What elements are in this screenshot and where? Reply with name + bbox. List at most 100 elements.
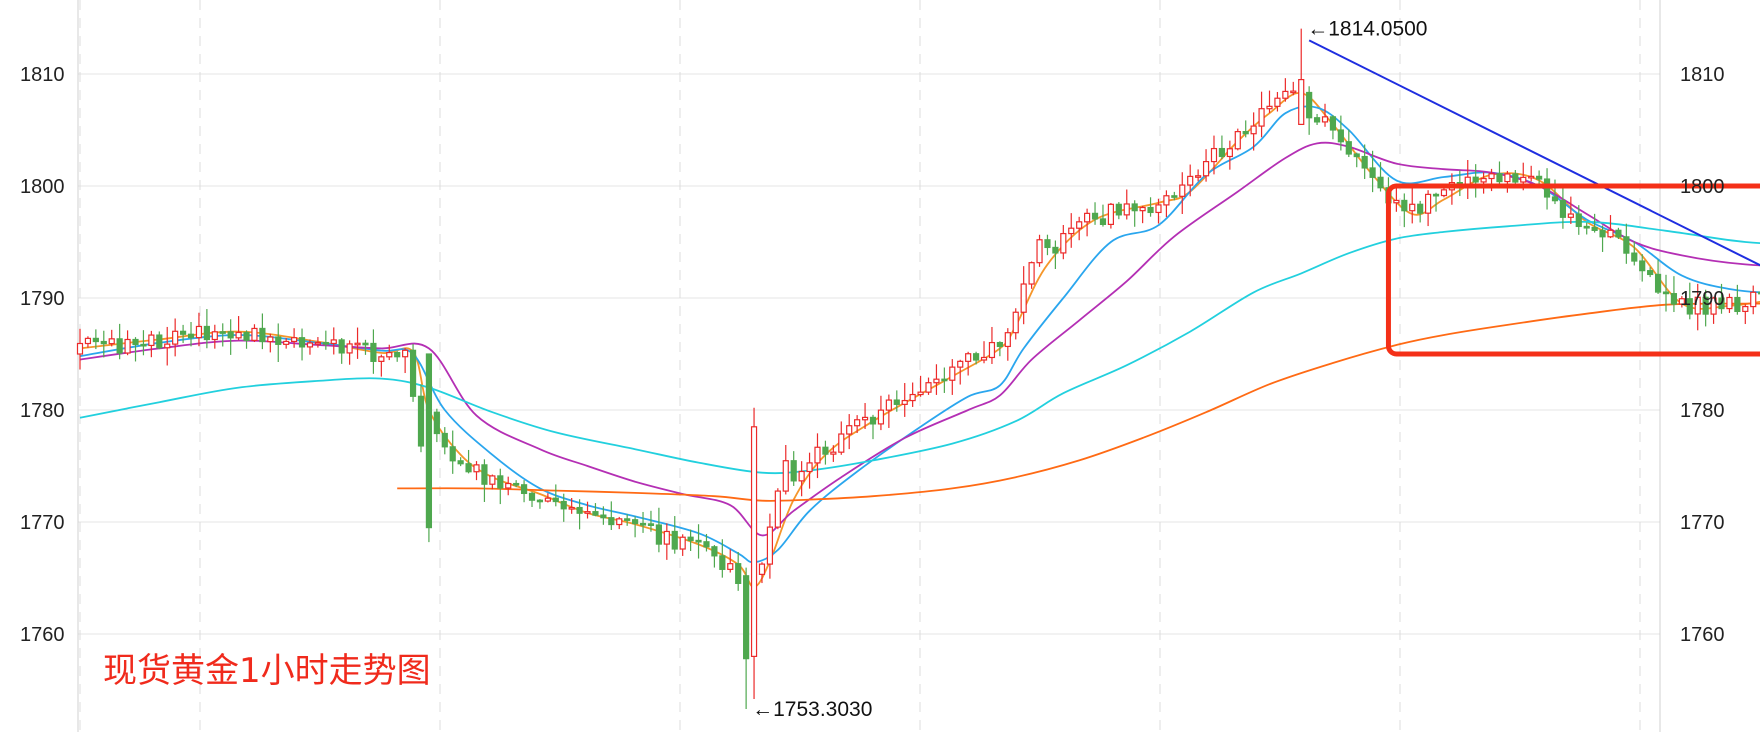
candle-up	[402, 349, 409, 358]
candle-up	[283, 340, 290, 345]
candle-down	[259, 327, 266, 343]
candle-up	[1520, 176, 1527, 183]
candle-down	[441, 432, 448, 448]
candle-down	[1734, 296, 1741, 313]
candle-up	[1464, 176, 1471, 185]
candle-down	[1718, 297, 1725, 310]
candle-up	[1004, 332, 1011, 348]
candle-up	[814, 446, 821, 464]
candle-down	[425, 353, 433, 529]
candle-down	[92, 337, 99, 343]
candle-down	[1131, 203, 1138, 212]
candle-down	[449, 446, 456, 462]
candle-down	[179, 330, 187, 335]
candle-up	[251, 327, 258, 341]
candle-down	[528, 492, 536, 501]
candle-down	[1306, 91, 1313, 119]
candle-up	[1036, 239, 1043, 264]
candle-down	[394, 351, 401, 358]
y-tick-label-left: 1760	[20, 624, 65, 646]
annotation-overlay	[1308, 39, 1760, 357]
candle-down	[1147, 206, 1154, 214]
candle-up	[1488, 173, 1495, 180]
candle-up	[1107, 203, 1115, 226]
candle-up	[1139, 206, 1146, 212]
candle-down	[298, 337, 306, 348]
candle-down	[433, 411, 440, 435]
grid	[77, 0, 1661, 732]
candle-up	[1202, 160, 1210, 177]
candle-up	[1409, 203, 1416, 212]
candle-down	[1599, 229, 1606, 238]
candle-down	[1536, 175, 1543, 180]
candle-up	[568, 506, 575, 510]
candle-down	[520, 484, 528, 495]
candle-up	[1258, 108, 1265, 127]
candle-up	[1020, 283, 1027, 313]
candle-down	[996, 341, 1003, 348]
candle-up	[124, 338, 131, 354]
candle-down	[1512, 173, 1519, 183]
candle-down	[822, 446, 829, 455]
candle-up	[861, 416, 869, 421]
candle-down	[592, 511, 599, 516]
candle-up	[750, 426, 758, 657]
y-tick-label-left: 1770	[20, 512, 65, 534]
candle-up	[1528, 175, 1535, 179]
candle-up	[291, 337, 298, 343]
candle-down	[370, 342, 377, 362]
candle-up	[1298, 78, 1305, 125]
candle-down	[1631, 252, 1638, 262]
candle-up	[965, 353, 972, 362]
candle-down	[513, 482, 520, 486]
highlight-box	[1385, 183, 1760, 357]
high-annotation: ←1814.0500	[1307, 18, 1427, 41]
candle-up	[235, 331, 242, 339]
candle-up	[727, 563, 734, 570]
candle-down	[1052, 246, 1059, 254]
candle-down	[1044, 239, 1051, 249]
candle-down	[608, 517, 615, 526]
candle-up	[901, 399, 908, 405]
candle-up	[584, 511, 591, 514]
candle-up	[1210, 147, 1218, 163]
candle-up	[1028, 262, 1035, 285]
chart-title: 现货黄金1小时走势图	[103, 651, 431, 691]
candle-down	[972, 353, 980, 361]
candle-down	[1496, 173, 1503, 183]
candle-up	[1607, 229, 1614, 238]
candle-down	[1099, 218, 1107, 226]
candle-up	[798, 470, 805, 482]
y-tick-label-right: 1780	[1680, 400, 1725, 422]
candle-up	[877, 409, 885, 425]
candle-down	[735, 563, 742, 584]
candle-down	[1242, 131, 1249, 135]
candle-down	[576, 506, 583, 514]
candle-up	[917, 391, 924, 396]
candle-down	[869, 416, 877, 425]
candle-down	[631, 519, 639, 525]
candle-down	[1702, 296, 1709, 315]
candle-down	[1401, 199, 1408, 212]
candle-up	[1393, 199, 1400, 204]
candle-up	[1155, 204, 1162, 214]
candle-down	[156, 334, 163, 349]
candle-down	[647, 523, 655, 526]
candle-down	[275, 336, 282, 345]
candle-up	[663, 530, 670, 545]
candle-up	[544, 497, 551, 502]
y-tick-label-left: 1800	[20, 176, 65, 198]
candle-up	[354, 342, 361, 346]
candle-up	[1266, 105, 1273, 110]
candle-up	[172, 330, 179, 345]
candle-down	[1091, 212, 1099, 220]
candle-down	[1353, 153, 1360, 158]
candle-up	[933, 378, 940, 384]
y-tick-label-right: 1800	[1680, 176, 1725, 198]
candle-down	[481, 464, 488, 485]
candle-up	[164, 343, 171, 349]
candle-up	[766, 526, 774, 565]
candle-down	[243, 331, 250, 341]
candle-down	[552, 497, 559, 503]
